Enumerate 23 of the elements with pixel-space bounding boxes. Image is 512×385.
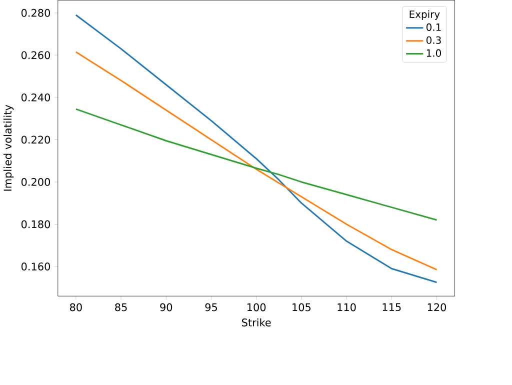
legend-label: 1.0	[426, 49, 442, 57]
x-tick-label: 120	[428, 303, 446, 312]
x-tick-label: 100	[247, 303, 266, 312]
y-tick-label: 0.180	[21, 220, 50, 228]
legend-label: 0.3	[426, 36, 441, 44]
legend-title: Expiry	[410, 10, 440, 20]
x-tick-label: 90	[160, 303, 172, 312]
x-tick-label: 105	[292, 303, 310, 312]
x-tick-label: 85	[115, 303, 127, 312]
y-tick-label: 0.220	[21, 136, 50, 144]
y-tick-label: 0.280	[21, 8, 50, 17]
x-tick-label: 115	[382, 303, 401, 312]
y-axis-title: Implied volatility	[4, 104, 14, 191]
x-tick-label: 80	[70, 303, 82, 312]
line-series	[75, 108, 438, 221]
legend-label: 0.1	[426, 23, 441, 32]
x-tick-label: 110	[338, 303, 356, 312]
y-tick-label: 0.240	[21, 94, 50, 102]
y-tick-label: 0.160	[21, 262, 50, 271]
y-tick-label: 0.260	[21, 51, 50, 60]
x-axis-title: Strike	[242, 318, 271, 327]
x-tick-label: 95	[205, 303, 217, 312]
y-tick-label: 0.200	[21, 178, 50, 186]
